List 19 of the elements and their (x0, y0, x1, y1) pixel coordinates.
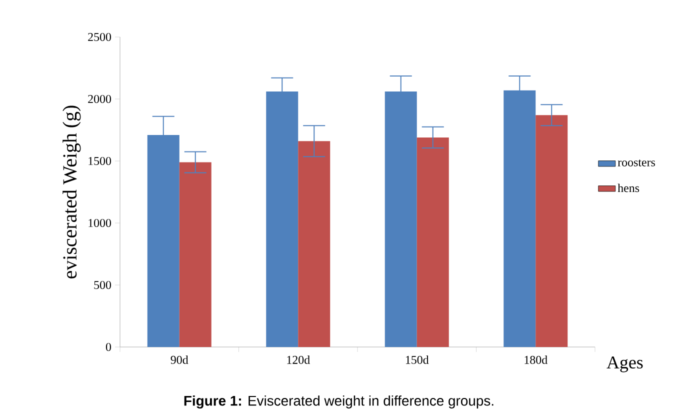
x-tick-label: 180d (524, 356, 548, 364)
y-tick-label: 500 (94, 280, 112, 290)
y-tick-label: 0 (106, 342, 112, 352)
bar (416, 137, 449, 347)
y-tick-label: 2000 (88, 94, 112, 104)
bar (536, 115, 568, 347)
y-tick-label: 2500 (88, 32, 112, 42)
bar (179, 162, 212, 347)
legend-label: roosters (618, 159, 656, 166)
text: Figure 1: Eviscerated weight in difference groups. (184, 395, 494, 409)
y-tick-label: 1500 (88, 156, 112, 166)
y-tick-label: 1000 (88, 218, 112, 228)
x-tick-label: 90d (170, 356, 188, 364)
bar (298, 141, 330, 347)
y-axis-title: eviscerated Weigh (g) (62, 106, 81, 278)
x-tick-label: 150d (406, 356, 429, 364)
x-tick-label: 120d (287, 356, 310, 364)
x-axis-title: Ages (606, 356, 643, 372)
legend-label: hens (618, 184, 640, 192)
